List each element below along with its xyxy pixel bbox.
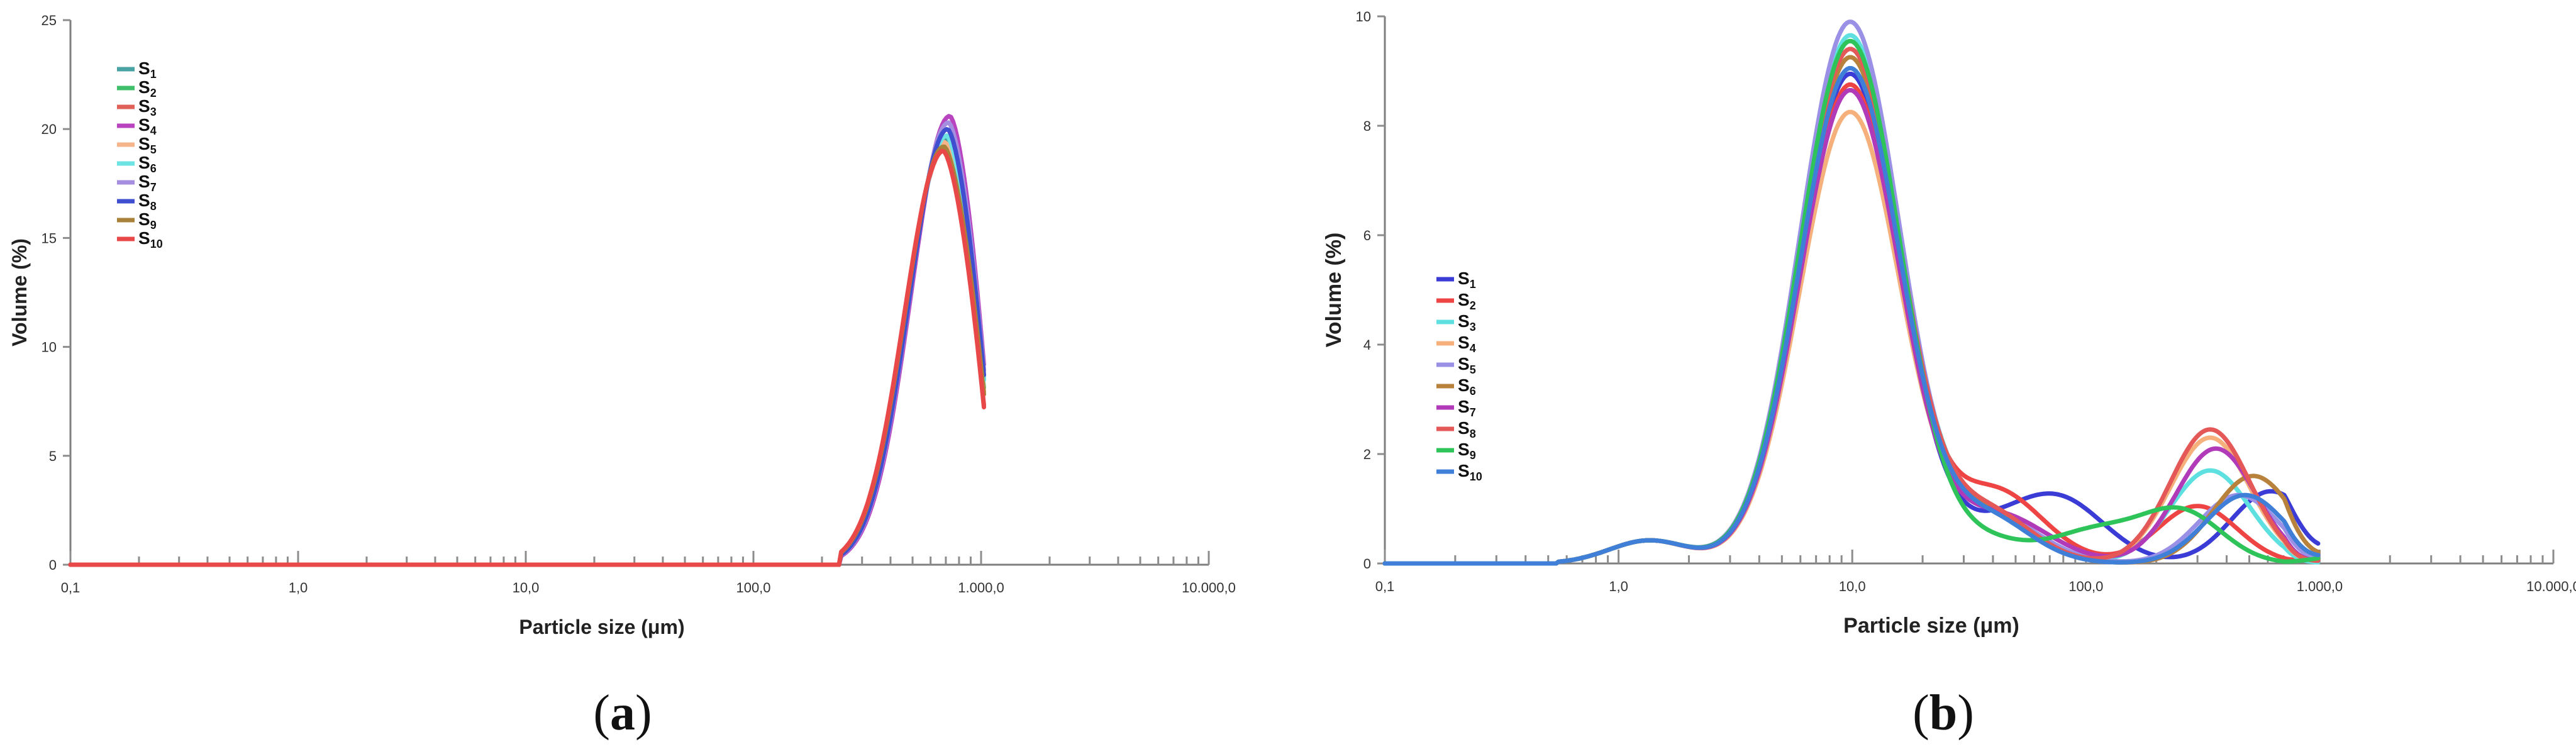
y-tick-label: 5 — [49, 448, 57, 464]
legend-label-s7: S7 — [1458, 397, 1476, 419]
y-tick-label: 10 — [1356, 9, 1371, 25]
y-tick-label: 8 — [1363, 118, 1371, 134]
legend-label-s10: S10 — [1458, 461, 1482, 483]
y-tick-label: 0 — [49, 557, 57, 573]
y-tick-label: 15 — [42, 230, 57, 246]
y-tick-label: 6 — [1363, 228, 1371, 243]
chart-panel-a: 0,1 1,0 10,0 100,0 1.000,0 10.000,0 0 5 10 15 20 25… — [8, 13, 1236, 638]
x-tick-label: 0,1 — [1375, 579, 1395, 594]
series-line-s7 — [1382, 88, 2321, 566]
series-line-s3 — [68, 148, 986, 567]
legend-label-s4: S4 — [1458, 333, 1476, 355]
y-axis-title: Volume (%) — [8, 238, 31, 347]
x-axis-title: Particle size (μm) — [519, 616, 684, 638]
legend-label-s3: S3 — [1458, 311, 1476, 333]
series-line-s10 — [68, 148, 986, 567]
legend-label-s10: S10 — [138, 228, 163, 250]
legend-label-s5: S5 — [1458, 354, 1476, 376]
legend-label-s8: S8 — [1458, 418, 1476, 440]
x-tick-label: 1,0 — [289, 580, 308, 596]
x-tick-label: 10,0 — [1839, 579, 1866, 594]
x-tick-label: 10.000,0 — [2526, 579, 2576, 594]
y-tick-label: 20 — [42, 121, 57, 137]
y-tick-label: 4 — [1363, 337, 1371, 353]
x-tick-label: 0,1 — [61, 580, 80, 596]
series-line-s5 — [68, 140, 986, 567]
series-line-s6 — [68, 133, 986, 567]
y-tick-label: 10 — [42, 340, 57, 355]
legend-label-s2: S2 — [1458, 290, 1476, 312]
x-axis-title: Particle size (μm) — [1843, 614, 2019, 638]
x-tick-label: 1.000,0 — [2297, 579, 2343, 594]
x-tick-label: 100,0 — [736, 580, 770, 596]
y-tick-label: 2 — [1363, 446, 1371, 462]
legend-label-s9: S9 — [1458, 440, 1476, 462]
series-line-s5 — [1382, 19, 2321, 566]
series-line-s3 — [1382, 33, 2321, 566]
y-axis-title: Volume (%) — [1322, 233, 1346, 348]
y-tick-label: 0 — [1363, 556, 1371, 572]
x-tick-label: 1,0 — [1609, 579, 1628, 594]
y-tick-label: 25 — [42, 13, 57, 28]
series-line-s9 — [1382, 38, 2321, 566]
series-line-s10 — [1382, 65, 2321, 566]
x-tick-label: 10.000,0 — [1182, 580, 1236, 596]
series-line-s7 — [68, 120, 986, 567]
series-line-s4 — [68, 114, 986, 567]
x-tick-label: 1.000,0 — [958, 580, 1004, 596]
series-line-s9 — [68, 144, 986, 567]
series-line-s1 — [68, 136, 986, 567]
series-line-s2 — [68, 142, 986, 567]
x-tick-label: 100,0 — [2068, 579, 2103, 594]
x-tick-label: 10,0 — [513, 580, 540, 596]
legend-label-s3: S3 — [138, 96, 157, 118]
series-line-s8 — [68, 127, 986, 567]
legend-label-s6: S6 — [1458, 375, 1476, 397]
panel-label-a: (a) — [593, 685, 652, 741]
chart-panel-b: 0,1 1,0 10,0 100,0 1.000,0 10.000,0 0 2 4 6 8 10 Par… — [1322, 9, 2576, 638]
panel-label-b: (b) — [1913, 685, 1974, 741]
legend-label-s1: S1 — [1458, 269, 1476, 291]
